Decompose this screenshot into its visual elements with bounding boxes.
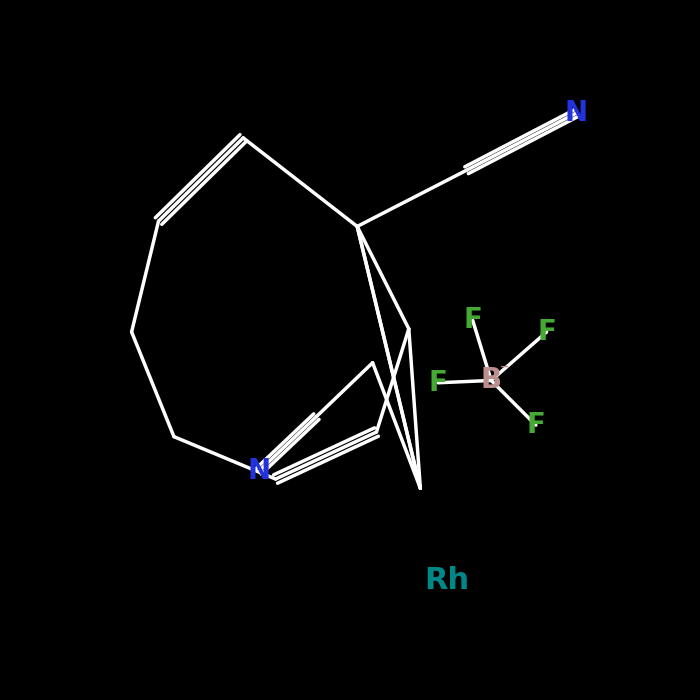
Text: F: F [428, 369, 447, 397]
Text: N: N [247, 457, 270, 485]
Text: F: F [463, 307, 482, 335]
Text: ⁻: ⁻ [500, 362, 509, 380]
Text: F: F [537, 318, 556, 346]
Text: F: F [526, 411, 545, 439]
Text: B: B [481, 367, 502, 395]
Text: Rh: Rh [425, 566, 470, 595]
Text: N: N [564, 99, 587, 127]
